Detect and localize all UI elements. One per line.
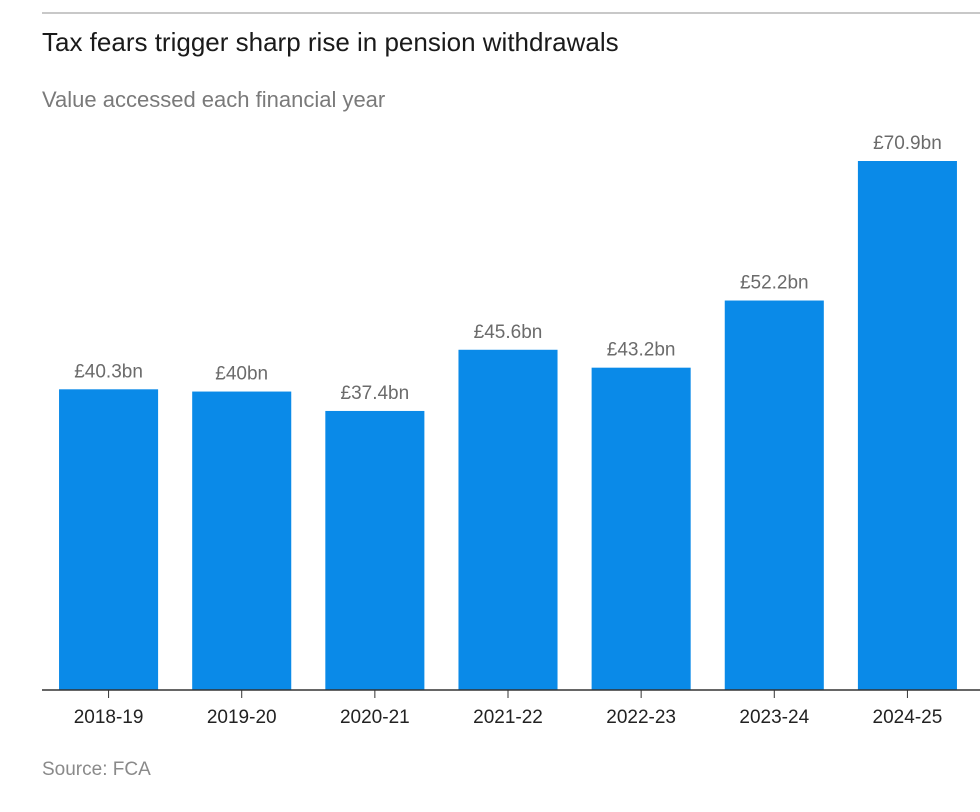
bar	[59, 389, 159, 690]
value-label: £52.2bn	[740, 273, 809, 294]
x-tick-label: 2024-25	[873, 707, 943, 728]
source: Source: FCA	[42, 759, 151, 780]
value-label: £70.9bn	[873, 133, 942, 154]
x-tick-label: 2018-19	[74, 707, 144, 728]
x-tick-label: 2021-22	[473, 707, 543, 728]
value-label: £45.6bn	[474, 322, 543, 343]
value-label: £37.4bn	[341, 383, 410, 404]
x-tick-label: 2023-24	[739, 707, 809, 728]
x-tick-label: 2019-20	[207, 707, 277, 728]
bar	[724, 300, 824, 690]
bar	[857, 161, 957, 690]
bar	[591, 367, 691, 690]
chart-title: Tax fears trigger sharp rise in pension …	[42, 27, 619, 57]
value-label: £40.3bn	[74, 361, 143, 382]
bar	[325, 410, 425, 690]
bar	[458, 349, 558, 690]
value-label: £43.2bn	[607, 340, 676, 361]
chart-subtitle: Value accessed each financial year	[42, 87, 385, 112]
bar	[192, 391, 292, 690]
x-tick-label: 2022-23	[606, 707, 676, 728]
value-label: £40bn	[215, 364, 268, 385]
x-tick-label: 2020-21	[340, 707, 410, 728]
